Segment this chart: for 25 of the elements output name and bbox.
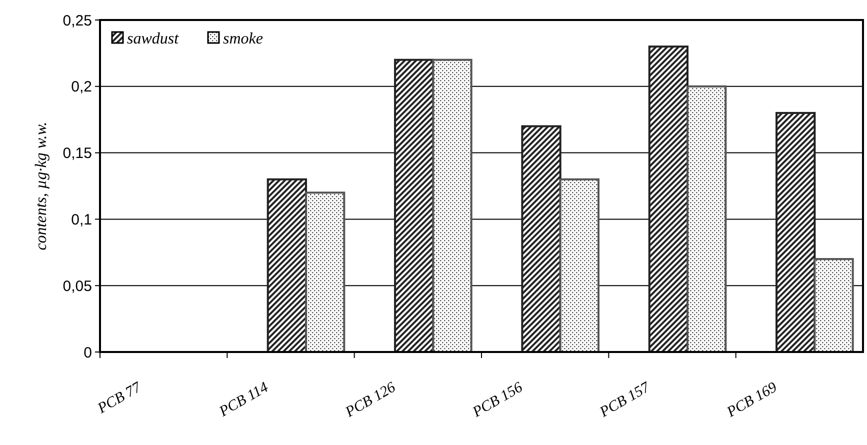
x-tick-label: PCB 77 (94, 378, 146, 418)
bar (776, 112, 816, 353)
bar (266, 178, 308, 353)
bar (305, 192, 346, 353)
y-tick-label: 0,1 (71, 211, 92, 228)
legend-label: sawdust (127, 30, 180, 48)
bar (521, 125, 562, 353)
bar (394, 58, 434, 353)
y-axis-title: contents, µg·kg w.w. (33, 122, 50, 250)
y-tick-label: 0,25 (62, 12, 92, 30)
bar (686, 85, 727, 353)
x-tick-label: PCB 169 (724, 379, 780, 422)
bar (648, 46, 689, 353)
y-tick-label: 0 (84, 344, 92, 362)
x-tick-label: PCB 114 (216, 379, 272, 421)
x-tick-label: PCB 157 (596, 378, 654, 422)
y-tick-label: 0,05 (62, 278, 92, 295)
legend-label: smoke (223, 30, 263, 48)
y-tick-label: 0,15 (62, 145, 92, 162)
x-tick-label: PCB 156 (469, 379, 526, 422)
bar (432, 58, 472, 353)
bar (559, 178, 600, 353)
y-tick-label: 0,2 (71, 78, 92, 96)
x-tick-label: PCB 126 (342, 379, 399, 422)
bar (814, 258, 854, 353)
